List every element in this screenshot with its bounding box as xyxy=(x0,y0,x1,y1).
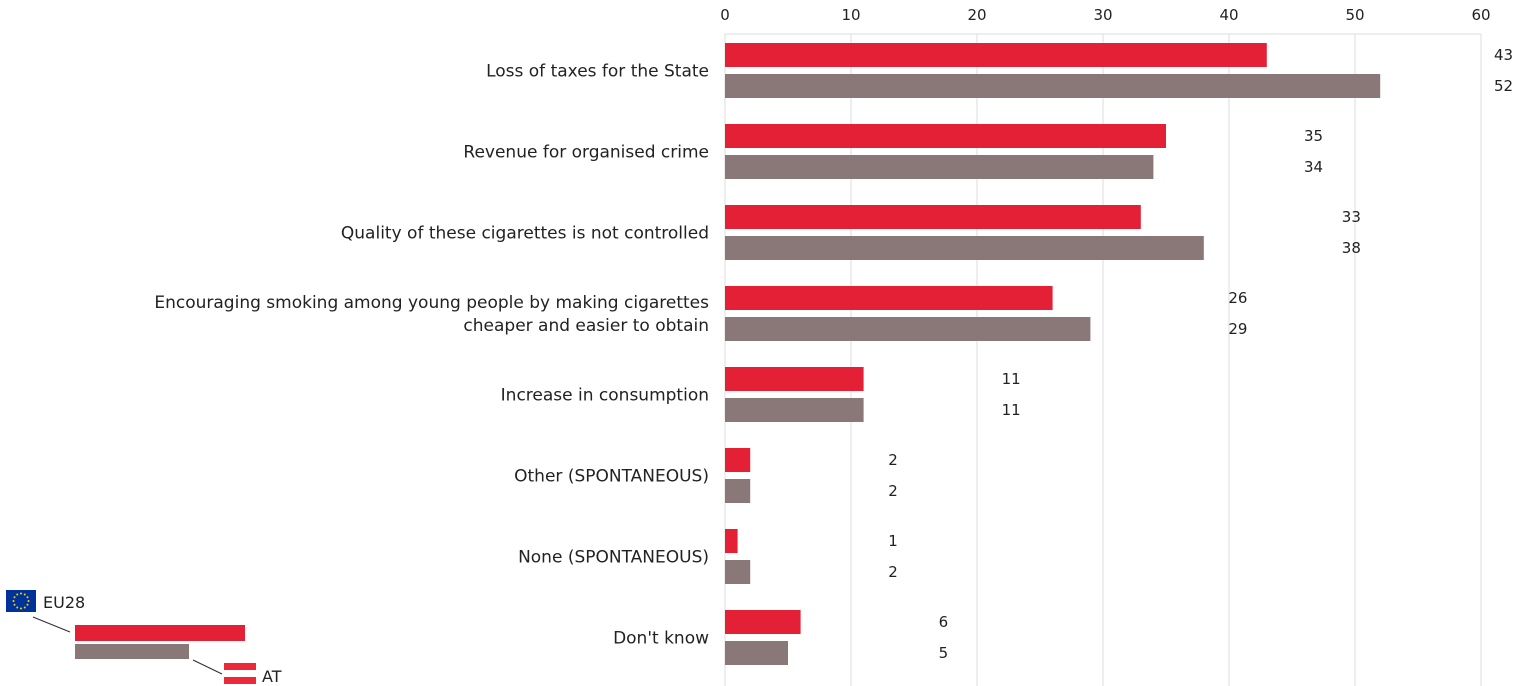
data-label: 2 xyxy=(888,482,898,500)
data-label: 11 xyxy=(1002,370,1021,388)
data-label: 29 xyxy=(1228,320,1247,338)
data-labels: 43 35 33 26 11 2 1 6 52 34 38 29 11 2 2 5 xyxy=(888,46,1513,662)
eu-star xyxy=(27,600,30,602)
bar-eu28 xyxy=(725,124,1166,148)
eu-star xyxy=(20,592,22,595)
category-label: Increase in consumption xyxy=(501,386,709,406)
eu-star xyxy=(26,596,29,599)
x-axis-ticks: 0 10 20 30 40 50 60 xyxy=(720,6,1490,24)
category-label: cheaper and easier to obtain xyxy=(463,316,709,336)
bar-eu28 xyxy=(725,367,864,391)
austria-flag-icon xyxy=(224,663,256,684)
bar-eu28 xyxy=(725,448,751,472)
bars xyxy=(725,43,1381,665)
data-label: 52 xyxy=(1494,77,1513,95)
bar-eu28 xyxy=(725,286,1053,310)
legend-label-at: AT xyxy=(262,667,282,686)
x-tick-label: 60 xyxy=(1471,6,1490,24)
bar-eu28 xyxy=(725,205,1141,229)
eu-star xyxy=(13,596,16,599)
category-labels: Loss of taxes for the State Revenue for o… xyxy=(154,62,709,649)
legend-label-eu28: EU28 xyxy=(43,593,85,612)
category-label: Other (SPONTANEOUS) xyxy=(514,467,709,487)
bar-at xyxy=(725,560,751,584)
legend: EU28 AT xyxy=(6,590,282,686)
eu-star xyxy=(16,593,19,596)
bar-at xyxy=(725,74,1381,98)
bar-eu28 xyxy=(725,610,801,634)
data-label: 2 xyxy=(888,451,898,469)
x-tick-label: 0 xyxy=(720,6,730,24)
eu-star xyxy=(23,593,26,596)
legend-leader-eu28 xyxy=(32,616,71,633)
category-label: None (SPONTANEOUS) xyxy=(518,548,709,568)
data-label: 26 xyxy=(1228,289,1247,307)
bar-at xyxy=(725,398,864,422)
bar-at xyxy=(725,236,1204,260)
eu-star xyxy=(26,603,29,606)
category-label: Loss of taxes for the State xyxy=(486,62,709,82)
legend-swatch-eu28 xyxy=(75,625,245,641)
data-label: 6 xyxy=(939,613,949,631)
category-label: Encouraging smoking among young people b… xyxy=(154,293,709,313)
bar-at xyxy=(725,317,1091,341)
category-label: Quality of these cigarettes is not contr… xyxy=(341,224,709,244)
data-label: 33 xyxy=(1342,208,1361,226)
data-label: 43 xyxy=(1494,46,1513,64)
legend-leader-at xyxy=(192,659,223,675)
bar-eu28 xyxy=(725,43,1267,67)
eu-star xyxy=(20,607,22,610)
eu-star xyxy=(23,606,26,609)
data-label: 38 xyxy=(1342,239,1361,257)
bar-at xyxy=(725,155,1154,179)
eu-star xyxy=(12,600,15,602)
eu-star xyxy=(13,603,16,606)
bar-eu28 xyxy=(725,529,738,553)
data-label: 5 xyxy=(939,644,949,662)
x-tick-label: 10 xyxy=(841,6,860,24)
data-label: 2 xyxy=(888,563,898,581)
x-tick-label: 20 xyxy=(967,6,986,24)
bar-at xyxy=(725,479,751,503)
eu-star xyxy=(16,606,19,609)
data-label: 1 xyxy=(888,532,898,550)
x-tick-label: 40 xyxy=(1219,6,1238,24)
x-tick-label: 50 xyxy=(1345,6,1364,24)
data-label: 11 xyxy=(1002,401,1021,419)
legend-swatch-at xyxy=(75,644,189,659)
data-label: 35 xyxy=(1304,127,1323,145)
category-label: Revenue for organised crime xyxy=(463,143,709,163)
data-label: 34 xyxy=(1304,158,1323,176)
bar-at xyxy=(725,641,788,665)
category-label: Don't know xyxy=(613,629,709,649)
x-tick-label: 30 xyxy=(1093,6,1112,24)
eu-flag-icon xyxy=(6,590,36,612)
